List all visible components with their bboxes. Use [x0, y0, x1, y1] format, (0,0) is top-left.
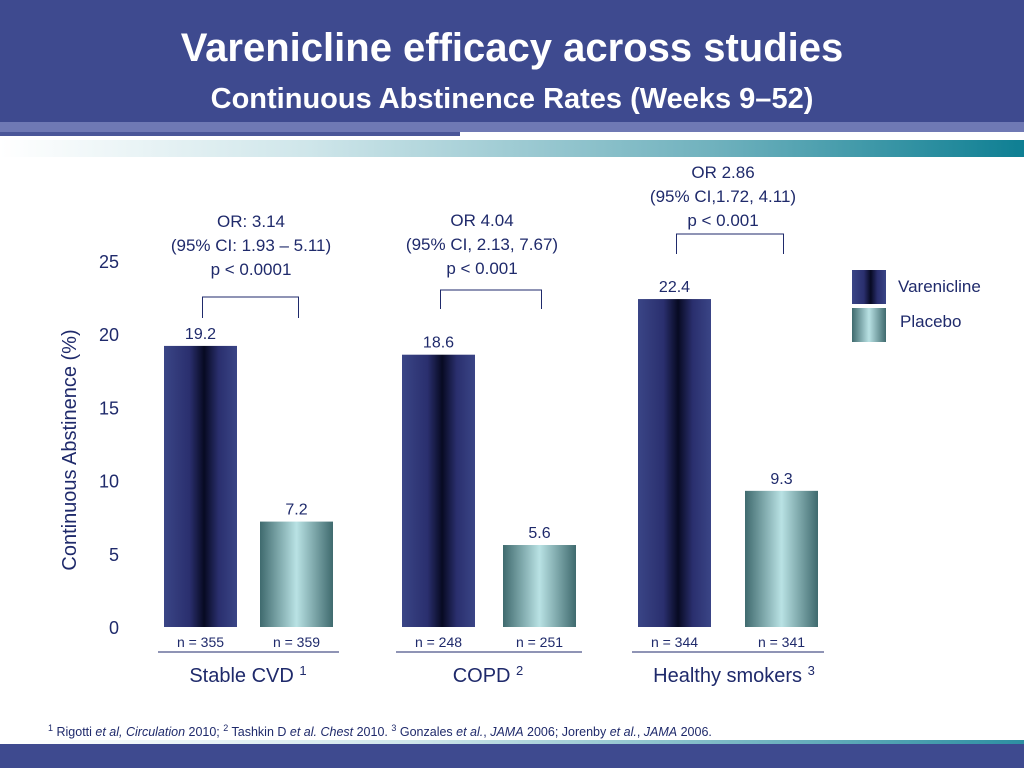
legend-swatch-placebo: [852, 308, 886, 342]
category-label: Stable CVD 1: [189, 663, 306, 687]
odds-ratio-annotation: (95% CI,1.72, 4.11): [650, 187, 796, 206]
n-label: n = 251: [516, 634, 563, 650]
odds-ratio-annotation: OR 2.86: [691, 163, 754, 182]
ref-1-source: et al, Circulation: [95, 725, 186, 740]
legend-swatch-varenicline: [852, 270, 886, 304]
value-label: 18.6: [423, 335, 454, 352]
category-label: COPD 2: [453, 663, 524, 687]
y-tick-label: 20: [99, 325, 119, 345]
n-label: n = 359: [273, 634, 320, 650]
bar-varenicline-1: [164, 345, 237, 627]
ref-1-year: 2010;: [185, 725, 224, 740]
odds-ratio-annotation: (95% CI: 1.93 – 5.11): [171, 236, 331, 255]
ref-3-year: 2006; Jorenby: [523, 725, 610, 740]
bar-placebo-3: [745, 490, 818, 627]
ref-3-author: Gonzales: [399, 725, 457, 740]
bar-varenicline-3: [638, 299, 711, 627]
y-tick-label: 25: [99, 252, 119, 272]
ref-2-year: 2010.: [353, 725, 392, 740]
decorative-gradient-bar: [0, 140, 1024, 157]
bar-varenicline-2: [402, 354, 475, 627]
category-label: Healthy smokers 3: [653, 663, 815, 687]
footer-gradient: [0, 740, 1024, 744]
significance-bracket: [440, 289, 542, 309]
slide-title: Varenicline efficacy across studies: [180, 26, 844, 70]
bar-placebo-1: [260, 521, 333, 627]
header-strip-dark: [0, 132, 460, 136]
odds-ratio-annotation: OR: 3.14: [217, 212, 285, 231]
odds-ratio-annotation: (95% CI, 2.13, 7.67): [406, 235, 558, 254]
significance-bracket: [202, 296, 299, 318]
ref-3-sep: ,: [483, 725, 491, 740]
n-label: n = 344: [651, 634, 698, 650]
significance-bracket: [676, 233, 784, 254]
ref-3-journal: JAMA: [490, 725, 524, 740]
ref-4-etal: et al.: [609, 725, 637, 740]
legend-item-varenicline: Varenicline: [852, 270, 1012, 304]
bar-placebo-2: [503, 545, 576, 627]
n-label: n = 248: [415, 634, 462, 650]
slide-subtitle: Continuous Abstinence Rates (Weeks 9–52): [210, 83, 814, 115]
value-label: 22.4: [659, 279, 690, 296]
ref-2-author: Tashkin D: [231, 725, 290, 740]
legend-item-placebo: Placebo: [852, 308, 1012, 342]
ref-4-year: 2006.: [677, 725, 712, 740]
legend-label-placebo: Placebo: [900, 312, 962, 331]
n-label: n = 355: [177, 634, 224, 650]
footer-band: [0, 744, 1024, 768]
ref-1-marker: 1: [48, 723, 54, 733]
header-band: [0, 0, 1024, 122]
ref-2-source: et al. Chest: [289, 725, 354, 740]
footnote-references: 1 Rigotti et al, Circulation 2010; 2 Tas…: [48, 723, 712, 739]
y-axis-label: Continuous Abstinence (%): [59, 329, 81, 570]
n-label: n = 341: [758, 634, 805, 650]
legend-label-varenicline: Varenicline: [898, 277, 981, 296]
odds-ratio-annotation: OR 4.04: [450, 211, 513, 230]
value-label: 5.6: [528, 525, 550, 542]
header-strip: [0, 122, 1024, 132]
ref-4-journal: JAMA: [643, 725, 678, 740]
ref-1-author: Rigotti: [56, 725, 96, 740]
ref-3-etal: et al.: [456, 725, 484, 740]
ref-3-marker: 3: [391, 723, 397, 733]
ref-4-sep: ,: [636, 725, 644, 740]
y-tick-label: 5: [109, 545, 119, 565]
y-tick-label: 0: [109, 618, 119, 638]
y-tick-label: 10: [99, 472, 119, 492]
odds-ratio-annotation: p < 0.001: [446, 259, 517, 278]
y-tick-label: 15: [99, 398, 119, 418]
ref-2-marker: 2: [223, 723, 229, 733]
value-label: 9.3: [770, 471, 792, 488]
value-label: 19.2: [185, 326, 216, 343]
value-label: 7.2: [285, 502, 307, 519]
odds-ratio-annotation: p < 0.001: [687, 211, 758, 230]
odds-ratio-annotation: p < 0.0001: [211, 260, 292, 279]
